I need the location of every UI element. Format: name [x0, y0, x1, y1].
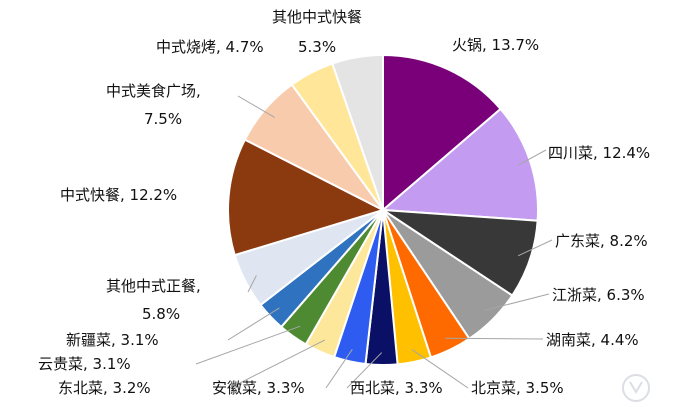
label-northeast: 东北菜, 3.2%	[58, 379, 151, 397]
label-other-formal-value: 5.8%	[142, 305, 180, 323]
label-jiangzhe: 江浙菜, 6.3%	[552, 286, 645, 304]
watermark-logo	[622, 374, 650, 402]
label-sichuan: 四川菜, 12.4%	[548, 144, 650, 162]
pie-slice-15	[331, 53, 384, 211]
label-other-fast-value: 5.3%	[298, 38, 336, 56]
label-beijing: 北京菜, 3.5%	[471, 379, 564, 397]
label-yungui: 云贵菜, 3.1%	[38, 355, 131, 373]
leader-line-11	[247, 275, 257, 293]
label-hotpot: 火锅, 13.7%	[452, 36, 539, 54]
leader-line-2	[517, 239, 553, 257]
pie-slice-12	[227, 138, 386, 257]
label-food-court: 中式美食广场,	[106, 82, 201, 100]
label-fast-food: 中式快餐, 12.2%	[60, 186, 177, 204]
leader-line-6	[346, 352, 383, 389]
leader-line-3	[483, 293, 550, 311]
label-bbq: 中式烧烤, 4.7%	[156, 38, 264, 56]
leader-line-13	[237, 95, 275, 118]
leader-lines	[195, 95, 553, 389]
label-other-formal: 其他中式正餐,	[106, 277, 201, 295]
leader-line-9	[195, 325, 301, 365]
leader-line-5	[411, 349, 469, 389]
pie-slices	[227, 53, 539, 366]
leader-line-1	[518, 149, 547, 166]
leader-line-10	[227, 307, 280, 341]
slice-labels: 火锅, 13.7% 四川菜, 12.4% 广东菜, 8.2% 江浙菜, 6.3%…	[38, 8, 650, 397]
label-anhui: 安徽菜, 3.3%	[212, 379, 305, 397]
leader-line-4	[445, 337, 544, 340]
label-guangdong: 广东菜, 8.2%	[555, 232, 648, 250]
leader-line-7	[325, 349, 353, 389]
label-food-court-value: 7.5%	[144, 110, 182, 128]
label-northwest: 西北菜, 3.3%	[350, 379, 443, 397]
leader-line-8	[229, 339, 325, 389]
pie-slice-0	[382, 53, 502, 213]
label-hunan: 湖南菜, 4.4%	[546, 331, 639, 349]
label-other-fast: 其他中式快餐	[272, 8, 362, 26]
label-xinjiang: 新疆菜, 3.1%	[66, 331, 159, 349]
pie-slice-1	[380, 107, 539, 222]
